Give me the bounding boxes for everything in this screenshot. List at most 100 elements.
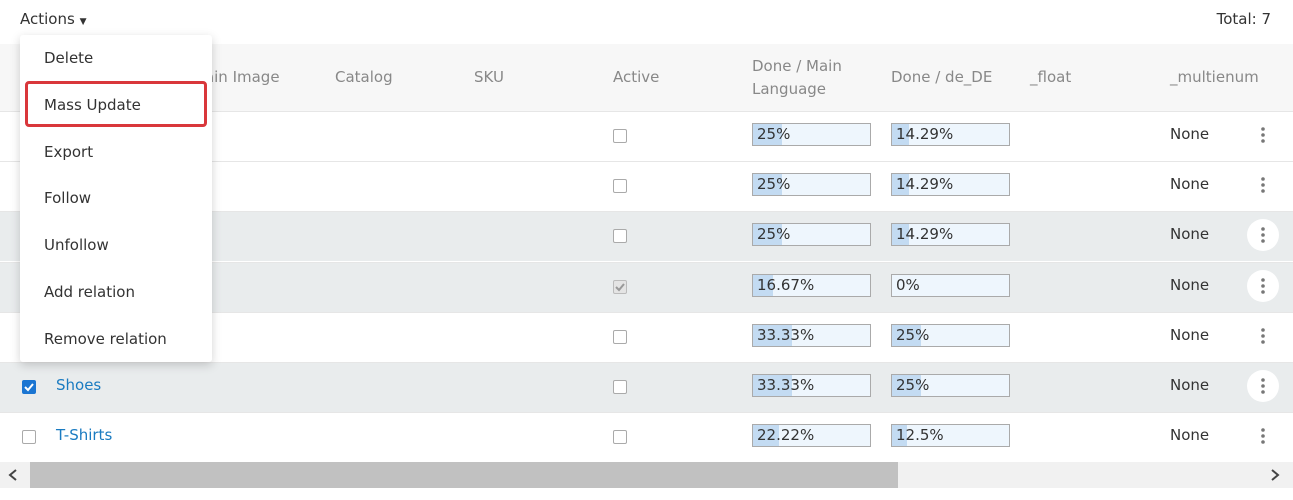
progress-label: 33.33%	[757, 376, 815, 394]
progress-bar: 12.5%	[891, 424, 1010, 448]
caret: ▼	[79, 17, 87, 27]
menu-item[interactable]: Export	[44, 142, 94, 161]
column-header[interactable]: Done / de_DE	[891, 68, 993, 86]
progress-label: 12.5%	[896, 426, 944, 445]
progress-label: 25%	[757, 225, 791, 244]
menu-item[interactable]: Unfollow	[44, 236, 109, 255]
column-header[interactable]: _multienum	[1170, 68, 1259, 86]
progress-bar: 16.67%	[752, 273, 871, 297]
row-checkbox[interactable]	[22, 430, 36, 445]
progress-label: 14.29%	[896, 125, 954, 143]
progress-bar: 33.33%	[752, 374, 871, 397]
progress-label: 25%	[896, 325, 930, 344]
multienum-value: None	[1170, 125, 1210, 143]
progress-label: 25%	[757, 125, 791, 143]
menu-item[interactable]: Mass Update	[44, 95, 141, 114]
multienum-value: None	[1170, 426, 1210, 445]
actions-menu: Delete Mass Update Export Follow Unfollow Add…	[20, 35, 212, 362]
actions-label[interactable]: Actions	[20, 10, 75, 28]
progress-fill	[753, 124, 783, 145]
multienum-value: None	[1170, 225, 1210, 244]
progress-fill	[892, 224, 909, 246]
row-actions[interactable]	[1247, 370, 1279, 402]
progress-fill	[892, 425, 907, 447]
menu-item[interactable]: Add relation	[44, 283, 135, 301]
progress-fill	[753, 324, 792, 346]
column-header[interactable]: Done / Main Language	[752, 57, 842, 98]
multienum-value: None	[1170, 325, 1210, 344]
multienum-value: None	[1170, 175, 1210, 194]
progress-bar: 33.33%	[752, 323, 871, 347]
scroll-right[interactable]	[1270, 469, 1280, 481]
progress-bar: 25%	[752, 173, 871, 197]
progress-bar: 0%	[891, 273, 1010, 297]
progress-fill	[753, 375, 792, 396]
progress-bar: 14.29%	[891, 123, 1010, 146]
progress-label: 25%	[896, 376, 930, 394]
column-header[interactable]: _float	[1030, 68, 1072, 86]
column-header[interactable]: SKU	[474, 68, 504, 86]
progress-bar: 25%	[891, 374, 1010, 397]
row-actions[interactable]	[1247, 269, 1279, 302]
table-row: 16.67% 0% None	[0, 261, 1293, 312]
active-checkbox	[613, 179, 627, 194]
active-checkbox	[613, 329, 627, 344]
total-count: Total: 7	[1216, 10, 1271, 28]
progress-label: 14.29%	[896, 225, 954, 244]
progress-fill	[892, 324, 922, 346]
multienum-value: None	[1170, 376, 1210, 394]
active-checkbox	[613, 380, 627, 394]
column-header[interactable]: Main Image	[192, 68, 280, 86]
progress-label: 16.67%	[757, 275, 815, 294]
row-actions[interactable]	[1247, 119, 1279, 151]
row-actions[interactable]	[1247, 219, 1279, 252]
progress-bar: 25%	[752, 223, 871, 247]
progress-bar: 25%	[752, 123, 871, 146]
table-row: T-Shirts 22.22% 12.5% None	[0, 412, 1293, 462]
active-checkbox	[613, 229, 627, 244]
menu-item[interactable]: Delete	[44, 49, 94, 67]
table-row: 33.33% 25% None	[0, 311, 1293, 362]
progress-bar: 25%	[891, 323, 1010, 347]
progress-fill	[892, 124, 909, 145]
row-actions[interactable]	[1247, 169, 1279, 201]
progress-fill	[753, 174, 783, 196]
table-row: Shoes 33.33% 25% None	[0, 362, 1293, 412]
record-name[interactable]: T-Shirts	[56, 426, 113, 445]
progress-label: 14.29%	[896, 175, 954, 194]
scroll-thumb[interactable]	[30, 462, 898, 488]
multienum-value: None	[1170, 275, 1210, 294]
active-checkbox	[613, 129, 627, 143]
progress-bar: 22.22%	[752, 424, 871, 448]
highlight-box	[25, 81, 207, 127]
table-header: Main Image Catalog SKU Active Done / Main La…	[0, 44, 1293, 111]
progress-label: 0%	[896, 275, 920, 294]
actions-button[interactable]: Actions ▼	[20, 10, 87, 28]
menu-item[interactable]: Remove relation	[44, 329, 167, 348]
row-actions[interactable]	[1247, 420, 1279, 452]
scroll-left[interactable]	[8, 469, 18, 481]
table-row: 25% 14.29% None	[0, 211, 1293, 262]
progress-fill	[753, 425, 779, 447]
progress-bar: 14.29%	[891, 173, 1010, 197]
scrollbar[interactable]	[0, 462, 1293, 488]
progress-fill	[753, 224, 783, 246]
active-checkbox	[613, 430, 627, 445]
menu-item[interactable]: Follow	[44, 189, 92, 208]
progress-fill	[892, 375, 922, 396]
table-row: 25% 14.29% None	[0, 161, 1293, 211]
row-actions[interactable]	[1247, 320, 1279, 352]
progress-label: 33.33%	[757, 325, 815, 344]
progress-label: 22.22%	[757, 426, 815, 445]
progress-label: 25%	[757, 175, 791, 194]
active-checkbox	[613, 279, 627, 294]
progress-fill	[753, 274, 773, 296]
progress-fill	[892, 174, 909, 196]
row-checkbox[interactable]	[22, 380, 36, 394]
column-header[interactable]: Catalog	[335, 68, 393, 86]
record-name[interactable]: Shoes	[56, 376, 102, 394]
column-header[interactable]: Active	[613, 68, 660, 86]
table-row: 25% 14.29% None	[0, 111, 1293, 161]
progress-bar: 14.29%	[891, 223, 1010, 247]
